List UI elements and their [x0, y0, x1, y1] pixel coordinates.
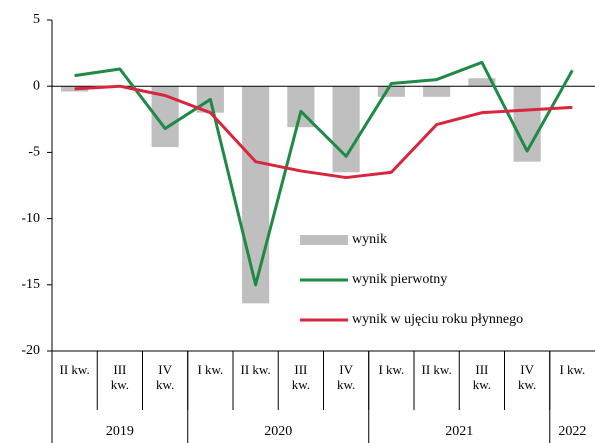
- legend-label: wynik: [352, 232, 387, 247]
- x-tick-label: IV kw.: [336, 362, 356, 392]
- legend-label: wynik w ujęciu roku płynnego: [352, 312, 523, 327]
- group-label: 2021: [445, 424, 473, 439]
- x-tick-label: II kw.: [240, 362, 271, 377]
- legend-swatch: [300, 235, 348, 245]
- x-tick-label: II kw.: [59, 362, 90, 377]
- y-tick-label: 5: [33, 12, 40, 27]
- x-tick-label: II kw.: [421, 362, 452, 377]
- bar: [242, 86, 270, 304]
- x-tick-label: IV kw.: [155, 362, 175, 392]
- legend-label: wynik pierwotny: [352, 272, 447, 287]
- x-tick-label: III kw.: [291, 362, 311, 392]
- bar: [332, 86, 360, 173]
- x-tick-label: I kw.: [197, 362, 224, 377]
- x-tick-label: I kw.: [559, 362, 586, 377]
- y-tick-label: -15: [21, 277, 40, 292]
- x-tick-label: III kw.: [472, 362, 492, 392]
- group-label: 2020: [264, 424, 292, 439]
- x-tick-label: III kw.: [110, 362, 130, 392]
- bar: [377, 86, 405, 97]
- x-tick-label: I kw.: [378, 362, 405, 377]
- y-tick-label: -5: [28, 145, 40, 160]
- y-tick-label: -20: [21, 343, 40, 358]
- y-tick-label: 0: [33, 78, 40, 93]
- y-tick-label: -10: [21, 211, 40, 226]
- group-label: 2019: [106, 424, 134, 439]
- line-series: [74, 60, 574, 287]
- x-tick-label: IV kw.: [517, 362, 537, 392]
- bar: [468, 78, 496, 87]
- line-series: [74, 84, 573, 180]
- bar: [423, 86, 451, 97]
- group-label: 2022: [558, 424, 586, 439]
